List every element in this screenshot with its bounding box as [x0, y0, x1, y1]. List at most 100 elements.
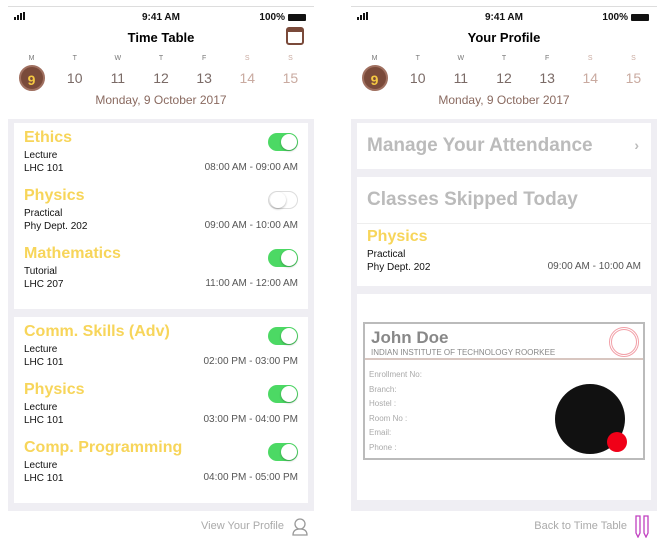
battery-icon [631, 14, 649, 21]
skipped-heading: Classes Skipped Today [357, 177, 651, 224]
class-type: Lecture [24, 150, 58, 161]
day-number: 11 [110, 70, 126, 86]
class-item: Ethics Lecture LHC 101 08:00 AM - 09:00 AM [24, 129, 298, 187]
class-type: Tutorial [24, 266, 57, 277]
day-15[interactable]: S 15 [273, 55, 307, 91]
class-card: Comm. Skills (Adv) Lecture LHC 101 02:00 PM… [14, 317, 308, 503]
day-number: 12 [153, 70, 169, 86]
class-name: Physics [24, 381, 85, 398]
class-type: Lecture [24, 344, 58, 355]
field-label: Branch: [369, 384, 397, 394]
day-10[interactable]: T 10 [401, 55, 435, 91]
day-10[interactable]: T 10 [58, 55, 92, 91]
class-time: 09:00 AM - 10:00 AM [204, 220, 298, 231]
weekday-label: F [544, 55, 550, 62]
selected-date: Monday, 9 October 2017 [438, 93, 570, 107]
field-label: Enrollment No: [369, 370, 422, 379]
id-card-container: John Doe INDIAN INSTITUTE OF TECHNOLOGY R… [357, 294, 651, 500]
back-to-timetable-link[interactable]: Back to Time Table [351, 510, 657, 542]
avatar[interactable] [555, 384, 627, 454]
class-room: Phy Dept. 202 [24, 221, 88, 232]
class-item: Mathematics Tutorial LHC 207 11:00 AM - 12:… [24, 245, 298, 303]
attendance-toggle[interactable] [268, 249, 298, 267]
institute-name: INDIAN INSTITUTE OF TECHNOLOGY ROORKEE [371, 348, 556, 357]
class-name: Comm. Skills (Adv) [24, 323, 170, 340]
attendance-toggle[interactable] [268, 191, 298, 209]
chevron-right-icon: › [634, 137, 639, 153]
attendance-toggle[interactable] [268, 443, 298, 461]
day-number: 9 [361, 65, 388, 91]
class-type: Practical [24, 208, 63, 219]
weekday-label: T [501, 55, 507, 62]
battery: 100% [259, 12, 306, 23]
calendar-icon[interactable] [286, 27, 304, 45]
day-number: 15 [282, 70, 299, 86]
class-name: Ethics [24, 129, 73, 146]
day-number: 11 [453, 70, 469, 86]
day-13[interactable]: F 13 [530, 55, 564, 91]
battery: 100% [602, 12, 649, 23]
day-15[interactable]: S 15 [616, 55, 650, 91]
class-list[interactable]: Ethics Lecture LHC 101 08:00 AM - 09:00 AM P… [8, 119, 314, 511]
class-time: 04:00 PM - 05:00 PM [203, 472, 299, 483]
status-dot [607, 432, 627, 452]
attendance-toggle[interactable] [268, 385, 298, 403]
weekday-label: M [371, 55, 378, 62]
clock: 9:41 AM [142, 12, 180, 23]
class-type: Lecture [24, 402, 58, 413]
weekday-label: T [415, 55, 420, 62]
status-bar: 9:41 AM 100% [8, 7, 314, 27]
class-item: Comm. Skills (Adv) Lecture LHC 101 02:00 PM… [24, 323, 298, 381]
class-room: LHC 207 [24, 279, 64, 290]
profile-screen: 9:41 AM 100% Your Profile M 9 T 10 W 11 T 12 F 13… [351, 6, 657, 542]
day-13[interactable]: F 13 [187, 55, 221, 91]
class-name: Physics [24, 187, 85, 204]
attendance-toggle[interactable] [268, 133, 298, 151]
day-11[interactable]: W 11 [444, 55, 478, 91]
class-name: Comp. Programming [24, 439, 183, 456]
day-12[interactable]: T 12 [144, 55, 178, 91]
day-number: 13 [539, 70, 555, 86]
battery-icon [288, 14, 306, 21]
day-number: 14 [582, 70, 599, 86]
pencils-icon [635, 515, 649, 538]
day-14[interactable]: S 14 [573, 55, 607, 91]
day-number: 12 [496, 70, 512, 86]
field-label: Hostel : [369, 399, 397, 408]
day-12[interactable]: T 12 [487, 55, 521, 91]
weekday-label: W [114, 55, 122, 62]
day-11[interactable]: W 11 [101, 55, 135, 91]
page-title: Your Profile [467, 30, 541, 45]
clock: 9:41 AM [485, 12, 523, 23]
class-room: LHC 101 [24, 415, 64, 426]
attendance-toggle[interactable] [268, 327, 298, 345]
class-room: LHC 101 [24, 473, 64, 484]
field-label: Phone : [369, 442, 397, 452]
class-time: 02:00 PM - 03:00 PM [203, 356, 299, 367]
day-14[interactable]: S 14 [230, 55, 264, 91]
id-card: John Doe INDIAN INSTITUTE OF TECHNOLOGY R… [363, 322, 645, 460]
manage-attendance-button[interactable]: Manage Your Attendance › [357, 123, 651, 169]
weekday-label: M [28, 55, 35, 62]
class-type: Lecture [24, 460, 58, 471]
week-strip: M 9 T 10 W 11 T 12 F 13 S 14 S 15 [8, 55, 314, 91]
view-profile-link[interactable]: View Your Profile [8, 510, 314, 542]
day-number: 9 [18, 65, 45, 91]
weekday-label: T [158, 55, 164, 62]
profile-content: Manage Your Attendance › Classes Skipped … [351, 119, 657, 511]
institute-seal-logo [609, 327, 639, 357]
class-room: LHC 101 [24, 357, 64, 368]
weekday-label: W [457, 55, 465, 62]
class-time: 03:00 PM - 04:00 PM [203, 414, 299, 425]
class-time: 08:00 AM - 09:00 AM [204, 162, 298, 173]
day-number: 14 [239, 70, 256, 86]
day-number: 13 [196, 70, 212, 86]
day-number: 10 [66, 70, 83, 86]
class-time: 11:00 AM - 12:00 AM [205, 278, 298, 289]
class-item: Physics Lecture LHC 101 03:00 PM - 04:00 PM [24, 381, 298, 439]
weekday-label: S [288, 55, 293, 62]
page-title: Time Table [127, 30, 195, 45]
selected-date: Monday, 9 October 2017 [95, 93, 227, 107]
